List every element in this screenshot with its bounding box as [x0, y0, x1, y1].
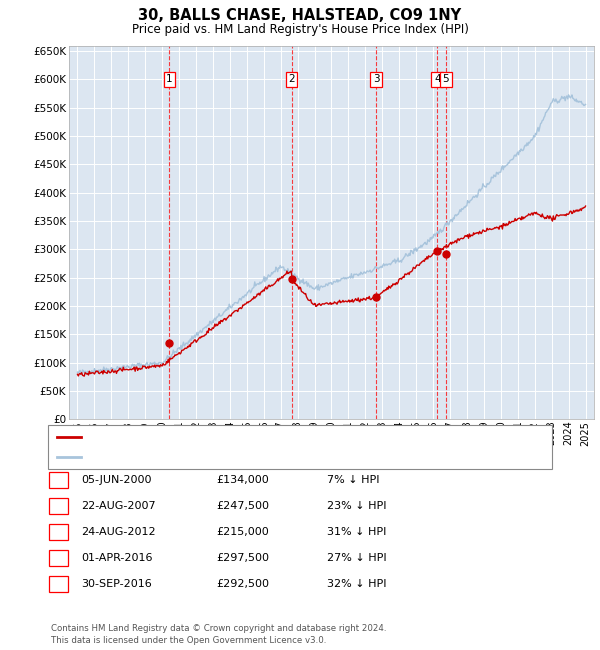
Text: 30-SEP-2016: 30-SEP-2016 — [81, 578, 152, 589]
Text: 24-AUG-2012: 24-AUG-2012 — [81, 526, 155, 537]
Text: Contains HM Land Registry data © Crown copyright and database right 2024.
This d: Contains HM Land Registry data © Crown c… — [51, 624, 386, 645]
Text: 5: 5 — [443, 75, 449, 84]
Text: 30, BALLS CHASE, HALSTEAD, CO9 1NY: 30, BALLS CHASE, HALSTEAD, CO9 1NY — [139, 8, 461, 23]
Point — [287, 274, 296, 284]
Text: Price paid vs. HM Land Registry's House Price Index (HPI): Price paid vs. HM Land Registry's House … — [131, 23, 469, 36]
Text: 31% ↓ HPI: 31% ↓ HPI — [327, 526, 386, 537]
Text: £215,000: £215,000 — [216, 526, 269, 537]
Point — [433, 246, 442, 256]
Text: 23% ↓ HPI: 23% ↓ HPI — [327, 500, 386, 511]
Text: £297,500: £297,500 — [216, 552, 269, 563]
Text: 4: 4 — [55, 552, 62, 563]
Text: 27% ↓ HPI: 27% ↓ HPI — [327, 552, 386, 563]
Text: 1: 1 — [166, 75, 173, 84]
Text: 22-AUG-2007: 22-AUG-2007 — [81, 500, 155, 511]
Point — [441, 248, 451, 259]
Text: HPI: Average price, detached house, Braintree: HPI: Average price, detached house, Brai… — [86, 452, 327, 462]
Text: 05-JUN-2000: 05-JUN-2000 — [81, 474, 151, 485]
Text: 3: 3 — [373, 75, 380, 84]
Point — [371, 292, 381, 303]
Text: 1: 1 — [55, 474, 62, 485]
Text: 7% ↓ HPI: 7% ↓ HPI — [327, 474, 380, 485]
Text: 2: 2 — [55, 500, 62, 511]
Text: £292,500: £292,500 — [216, 578, 269, 589]
Text: 30, BALLS CHASE, HALSTEAD, CO9 1NY (detached house): 30, BALLS CHASE, HALSTEAD, CO9 1NY (deta… — [86, 432, 386, 442]
Text: £247,500: £247,500 — [216, 500, 269, 511]
Point — [164, 338, 174, 348]
Text: 01-APR-2016: 01-APR-2016 — [81, 552, 152, 563]
Text: 32% ↓ HPI: 32% ↓ HPI — [327, 578, 386, 589]
Text: 2: 2 — [288, 75, 295, 84]
Text: 3: 3 — [55, 526, 62, 537]
Text: 5: 5 — [55, 578, 62, 589]
Text: 4: 4 — [434, 75, 440, 84]
Text: £134,000: £134,000 — [216, 474, 269, 485]
